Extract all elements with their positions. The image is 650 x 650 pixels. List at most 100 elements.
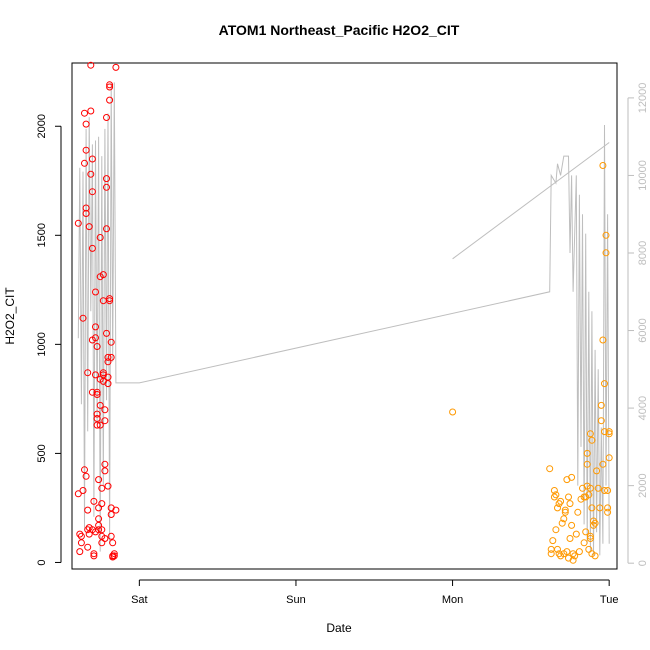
data-point-s2-69 bbox=[604, 487, 612, 494]
data-point-s1-26 bbox=[88, 155, 96, 163]
x-axis: Sat Sun Mon Tue bbox=[131, 579, 618, 606]
data-point-s2-17 bbox=[560, 515, 568, 523]
data-point-s1-57 bbox=[98, 500, 106, 508]
data-point-s1-0 bbox=[74, 219, 82, 227]
data-point-s2-67 bbox=[602, 231, 610, 239]
data-point-s1-7 bbox=[79, 314, 87, 322]
y-tick-label-1: 500 bbox=[36, 444, 48, 462]
data-point-s1-22 bbox=[85, 223, 93, 231]
data-point-s1-84 bbox=[106, 295, 114, 303]
data-point-s2-24 bbox=[566, 500, 574, 508]
data-point-s2-25 bbox=[566, 535, 574, 542]
data-point-s1-66 bbox=[101, 406, 109, 414]
data-point-s1-43 bbox=[93, 410, 101, 418]
data-point-s2-74 bbox=[605, 454, 613, 462]
y-axis: 0 500 1000 1500 2000 bbox=[36, 114, 62, 566]
data-point-s2-4 bbox=[549, 537, 557, 545]
data-point-s1-25 bbox=[87, 61, 95, 69]
data-point-s1-34 bbox=[90, 550, 98, 558]
y-tick-label-0: 0 bbox=[36, 559, 48, 565]
data-point-s1-67 bbox=[101, 417, 109, 425]
data-point-s1-63 bbox=[99, 369, 107, 377]
data-point-s2-72 bbox=[605, 428, 613, 436]
data-point-s2-42 bbox=[583, 449, 591, 457]
data-point-s2-70 bbox=[604, 504, 612, 512]
data-point-s1-37 bbox=[92, 288, 99, 296]
data-point-s2-52 bbox=[590, 517, 597, 525]
data-point-s1-4 bbox=[77, 539, 85, 547]
data-point-s2-46 bbox=[586, 484, 594, 492]
data-point-s2-8 bbox=[552, 526, 560, 534]
y2-tick-label-4: 8000 bbox=[637, 241, 649, 265]
x-tick-label-2: Mon bbox=[442, 594, 463, 606]
data-point-s1-1 bbox=[74, 490, 82, 498]
y2-tick-label-2: 4000 bbox=[637, 396, 649, 420]
data-point-s2-28 bbox=[569, 550, 577, 558]
data-point-s1-74 bbox=[103, 225, 110, 233]
data-point-s1-73 bbox=[103, 183, 110, 191]
data-point-s1-35 bbox=[92, 371, 99, 379]
y2-tick-label-3: 6000 bbox=[637, 318, 649, 342]
data-point-s2-66 bbox=[601, 487, 608, 494]
data-point-s1-5 bbox=[77, 532, 85, 540]
data-point-s1-72 bbox=[103, 175, 110, 183]
data-point-s1-76 bbox=[104, 353, 112, 361]
data-point-s2-18 bbox=[561, 508, 569, 516]
data-point-s1-14 bbox=[82, 204, 90, 212]
data-point-s2-57 bbox=[594, 484, 602, 492]
data-point-s1-50 bbox=[95, 526, 103, 534]
data-point-s2-15 bbox=[558, 519, 566, 527]
data-point-s2-14 bbox=[557, 497, 565, 505]
data-point-s1-18 bbox=[84, 526, 92, 534]
chart-title: ATOM1 Northeast_Pacific H2O2_CIT bbox=[219, 22, 460, 38]
data-point-s1-33 bbox=[90, 552, 98, 560]
data-point-s2-71 bbox=[604, 508, 612, 516]
data-point-s2-26 bbox=[568, 473, 576, 481]
data-point-s1-10 bbox=[81, 109, 88, 117]
data-point-s1-6 bbox=[79, 487, 87, 494]
data-point-s1-16 bbox=[84, 369, 92, 377]
data-point-s1-93 bbox=[109, 553, 117, 561]
data-point-s2-54 bbox=[591, 519, 599, 527]
data-point-s1-38 bbox=[92, 323, 99, 331]
data-point-s1-40 bbox=[93, 343, 101, 350]
data-point-s2-45 bbox=[586, 430, 594, 438]
data-point-s1-42 bbox=[93, 391, 101, 398]
data-point-s1-12 bbox=[82, 120, 90, 128]
data-point-s2-56 bbox=[593, 467, 601, 475]
data-points bbox=[74, 61, 613, 564]
data-point-s1-85 bbox=[106, 297, 114, 305]
data-point-s1-61 bbox=[99, 271, 107, 279]
secondary-y-axis: 0 2000 4000 6000 8000 10000 12000 bbox=[627, 83, 649, 566]
data-point-s1-80 bbox=[104, 482, 112, 490]
data-point-s1-2 bbox=[76, 530, 84, 538]
data-point-s1-82 bbox=[106, 83, 114, 91]
y2-tick-label-5: 10000 bbox=[637, 160, 649, 191]
data-point-s1-23 bbox=[87, 170, 95, 178]
y2-tick-label-6: 12000 bbox=[637, 83, 649, 114]
data-point-s2-59 bbox=[597, 417, 605, 425]
data-point-s2-29 bbox=[569, 556, 577, 564]
data-point-s2-53 bbox=[590, 521, 597, 529]
x-tick-label-1: Sun bbox=[286, 594, 306, 606]
data-point-s2-7 bbox=[552, 491, 560, 499]
data-point-s2-63 bbox=[599, 460, 607, 468]
data-point-s1-17 bbox=[84, 506, 92, 514]
data-point-s1-39 bbox=[92, 334, 99, 342]
data-point-s1-71 bbox=[103, 114, 110, 121]
data-point-s2-60 bbox=[597, 401, 605, 409]
data-point-s1-45 bbox=[93, 421, 101, 429]
data-point-s2-0 bbox=[449, 408, 457, 416]
data-point-s2-9 bbox=[554, 504, 561, 512]
data-point-s1-89 bbox=[107, 511, 115, 518]
data-point-s1-44 bbox=[93, 415, 101, 422]
data-point-s2-62 bbox=[599, 336, 607, 344]
data-point-s1-91 bbox=[109, 539, 117, 547]
data-point-s2-2 bbox=[547, 550, 555, 558]
x-axis-label: Date bbox=[326, 621, 352, 635]
data-point-s1-27 bbox=[88, 188, 96, 196]
data-point-s1-70 bbox=[101, 535, 109, 542]
data-point-s1-55 bbox=[96, 421, 104, 429]
data-point-s2-61 bbox=[599, 162, 607, 169]
data-point-s1-95 bbox=[110, 550, 118, 558]
